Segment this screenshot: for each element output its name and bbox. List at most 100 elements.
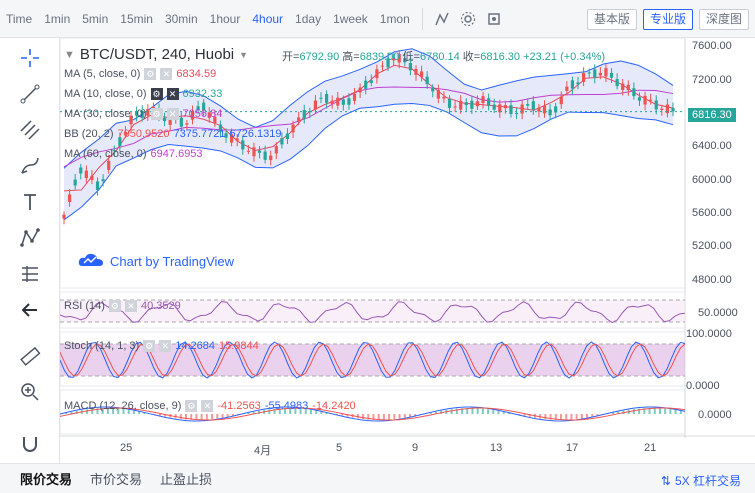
settings-icon[interactable]: ⚙ — [150, 108, 163, 120]
timeframe-30min[interactable]: 30min — [164, 11, 198, 26]
chart-canvas[interactable] — [60, 38, 755, 463]
legend-stoch[interactable]: Stoch (14, 1, 3) ⚙ ✕ 14.2684 15.9844 — [64, 340, 259, 352]
prediction-tool-icon[interactable] — [14, 260, 46, 288]
timeframe-4hour[interactable]: 4hour — [252, 11, 284, 26]
bollinger-upper-line — [63, 48, 674, 169]
macd-histogram-bar — [278, 408, 281, 414]
candle-body — [447, 98, 452, 108]
order-tabs: 限价交易 市价交易 止盈止损 ⇅ 5X 杠杆交易 — [0, 463, 755, 493]
back-arrow-icon[interactable] — [14, 296, 46, 324]
candle-body — [587, 72, 591, 74]
legend-macd[interactable]: MACD (12, 26, close, 9) ⚙ ✕ -41.2563 -55… — [64, 400, 356, 412]
lever-trade-link[interactable]: ⇅ 5X 杠杆交易 — [660, 473, 741, 489]
macd-histogram-bar — [179, 414, 182, 420]
low-value: 6780.14 — [419, 51, 460, 63]
settings-icon[interactable]: ⚙ — [108, 300, 121, 312]
price-tick-label: 5200.00 — [692, 240, 732, 253]
collapse-chevron-icon[interactable]: ▼ — [64, 48, 75, 61]
candle-body — [218, 124, 223, 132]
timeframe-list: Time 1min 5min 15min 30min 1hour 4hour 1day 1wee… — [0, 0, 416, 38]
macd-histogram-bar — [320, 411, 323, 414]
rsi-line — [60, 301, 686, 324]
order-tab-1[interactable]: 市价交易 — [90, 472, 143, 487]
close-icon[interactable]: ✕ — [166, 108, 179, 120]
macd-histogram-bar — [664, 408, 667, 414]
symbol-dropdown-icon[interactable]: ▼ — [239, 49, 249, 60]
settings-icon[interactable]: ⚙ — [185, 400, 198, 412]
price-tick-label: 6000.00 — [692, 173, 732, 186]
macd-histogram-bar — [70, 411, 73, 414]
settings-gear-icon[interactable] — [455, 0, 481, 38]
zoom-in-icon[interactable] — [14, 378, 46, 406]
settings-icon[interactable]: ⚙ — [150, 88, 163, 100]
legend-bb[interactable]: BB (20, 2) 7050.9520 7375.7721 6726.1319 — [64, 128, 282, 140]
legend-ma10[interactable]: MA (10, close, 0) ⚙ ✕ 6932.33 — [64, 88, 223, 100]
settings-icon[interactable]: ⚙ — [144, 68, 157, 80]
fib-retracement-icon[interactable] — [14, 116, 46, 144]
tradingview-watermark[interactable]: Chart by TradingView — [78, 252, 234, 271]
close-icon[interactable]: ✕ — [159, 340, 172, 352]
legend-rsi[interactable]: RSI (14) ⚙ ✕ 40.3529 — [64, 300, 181, 312]
close-icon[interactable]: ✕ — [124, 300, 137, 312]
macd-histogram-bar — [190, 414, 193, 420]
view-button-0[interactable]: 基本版 — [586, 9, 637, 30]
candle-body — [185, 123, 189, 125]
candle-body — [308, 110, 312, 113]
current-price-tag: 6816.30 — [688, 108, 736, 122]
timeframe-time[interactable]: Time — [6, 11, 33, 26]
close-icon[interactable]: ✕ — [160, 68, 173, 80]
price-tick-label: 5600.00 — [692, 207, 732, 219]
brush-icon[interactable] — [14, 152, 46, 180]
candle-body — [375, 69, 379, 79]
macd-histogram-bar — [372, 414, 375, 420]
timeframe-1hour[interactable]: 1hour — [209, 11, 241, 26]
timeframe-5min[interactable]: 5min — [82, 11, 109, 26]
candle-body — [615, 79, 619, 87]
bollinger-band-fill — [64, 48, 673, 220]
chart-area[interactable]: ▼ BTC/USDT, 240, Huobi ▼ 开=6792.90 高=683… — [60, 38, 755, 463]
order-tab-2[interactable]: 止盈止损 — [160, 472, 213, 487]
text-tool-icon[interactable] — [14, 188, 46, 216]
timeframe-1week[interactable]: 1week — [333, 11, 368, 26]
candle-body — [330, 100, 334, 104]
fullscreen-icon[interactable] — [481, 0, 507, 38]
legend-ma60[interactable]: MA (60, close, 0) 6947.6953 — [64, 148, 203, 160]
candle-body — [548, 109, 552, 116]
pattern-tool-icon[interactable] — [14, 224, 46, 252]
macd-histogram-bar — [388, 414, 391, 420]
order-tab-0[interactable]: 限价交易 — [20, 472, 73, 487]
candle-body — [604, 68, 608, 77]
candle-body — [626, 84, 630, 91]
magnet-icon[interactable] — [14, 430, 46, 458]
macd-histogram-bar — [617, 411, 620, 414]
trend-line-icon[interactable] — [14, 80, 46, 108]
candle-body — [67, 194, 72, 202]
timeframe-1min[interactable]: 1min — [44, 11, 71, 26]
close-icon[interactable]: ✕ — [166, 88, 179, 100]
time-tick-label: 21 — [644, 442, 657, 454]
top-toolbar: Time 1min 5min 15min 30min 1hour 4hour 1day 1wee… — [0, 0, 755, 38]
macd-histogram-bar — [304, 409, 307, 414]
candle-body — [146, 109, 150, 116]
candle-body — [492, 104, 496, 110]
macd-histogram-bar — [127, 409, 130, 414]
ruler-icon[interactable] — [14, 342, 46, 370]
indicator-tick-label: 0.0000 — [686, 380, 720, 392]
timeframe-15min[interactable]: 15min — [120, 11, 153, 26]
view-button-2[interactable]: 深度图 — [698, 9, 749, 30]
macd-histogram-bar — [362, 414, 365, 420]
legend-ma5[interactable]: MA (5, close, 0) ⚙ ✕ 6834.59 — [64, 68, 217, 80]
indicators-icon[interactable] — [429, 0, 455, 38]
timeframe-1day[interactable]: 1day — [295, 11, 322, 26]
macd-signal-line — [60, 407, 686, 421]
crosshair-icon[interactable] — [14, 44, 46, 72]
macd-histogram-bar — [247, 412, 250, 414]
candle-body — [324, 93, 329, 103]
settings-icon[interactable]: ⚙ — [143, 340, 156, 352]
timeframe-1mon[interactable]: 1mon — [379, 11, 410, 26]
close-icon[interactable]: ✕ — [201, 400, 214, 412]
legend-ma30[interactable]: MA (30, close, 0) ⚙ ✕ 7056.84 — [64, 108, 223, 120]
view-button-1[interactable]: 专业版 — [642, 9, 693, 30]
candle-body — [593, 69, 597, 79]
candle-body — [280, 138, 284, 145]
